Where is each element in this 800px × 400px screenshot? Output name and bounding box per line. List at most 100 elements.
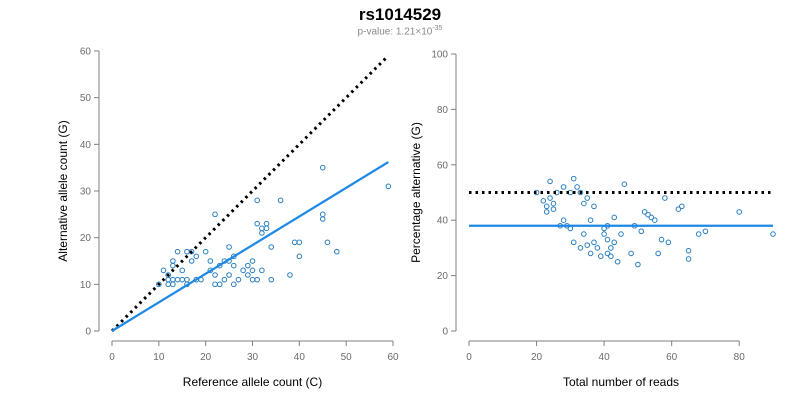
data-point bbox=[226, 244, 232, 250]
data-point bbox=[174, 248, 181, 255]
x-axis-label: Total number of reads bbox=[563, 375, 679, 389]
data-point bbox=[277, 197, 284, 204]
data-point bbox=[550, 206, 557, 212]
data-point bbox=[268, 244, 275, 250]
data-point bbox=[641, 209, 648, 215]
y-tick-label: 40 bbox=[437, 216, 449, 227]
data-point bbox=[662, 195, 668, 201]
data-point bbox=[560, 217, 567, 223]
data-point bbox=[543, 209, 550, 215]
data-point bbox=[587, 250, 594, 257]
data-point bbox=[658, 236, 665, 243]
data-point bbox=[385, 183, 392, 190]
data-point bbox=[581, 231, 587, 237]
data-point bbox=[259, 267, 265, 274]
x-tick-label: 0 bbox=[466, 352, 472, 363]
data-point bbox=[254, 197, 260, 204]
data-point bbox=[235, 276, 242, 283]
data-point bbox=[249, 267, 256, 274]
data-point bbox=[174, 276, 181, 283]
data-point bbox=[165, 272, 171, 278]
data-point bbox=[249, 258, 256, 264]
plot-panel-1: 0 10 20 30 40 50 60 0 10 20 30 40 50 60 Reference alle… bbox=[56, 47, 399, 390]
data-point bbox=[156, 281, 162, 288]
data-point bbox=[648, 214, 655, 221]
x-tick-label: 0 bbox=[109, 352, 115, 363]
data-point bbox=[259, 225, 265, 232]
data-point bbox=[202, 248, 209, 255]
data-point bbox=[216, 281, 223, 288]
data-point bbox=[193, 253, 200, 260]
data-point bbox=[184, 276, 190, 283]
x-tick-label: 50 bbox=[341, 352, 353, 363]
data-point bbox=[581, 200, 587, 207]
data-point bbox=[587, 217, 594, 223]
data-point bbox=[184, 248, 190, 255]
data-point bbox=[170, 262, 176, 269]
data-point bbox=[179, 276, 186, 283]
y-tick-label: 40 bbox=[80, 140, 92, 151]
data-point bbox=[591, 239, 597, 246]
data-point bbox=[230, 262, 237, 269]
y-tick-label: 80 bbox=[437, 105, 449, 116]
data-point bbox=[296, 253, 303, 260]
data-point bbox=[188, 248, 195, 255]
data-point bbox=[245, 272, 251, 278]
data-point bbox=[179, 267, 186, 274]
data-point bbox=[597, 253, 604, 260]
x-tick-label: 10 bbox=[153, 352, 165, 363]
x-tick-label: 20 bbox=[200, 352, 212, 363]
data-point bbox=[254, 220, 260, 227]
data-point bbox=[226, 272, 232, 278]
data-point bbox=[577, 189, 584, 196]
y-tick-label: 60 bbox=[437, 160, 449, 171]
data-point bbox=[594, 245, 601, 251]
data-point bbox=[635, 261, 641, 268]
data-point bbox=[334, 248, 340, 255]
data-point bbox=[570, 239, 577, 246]
data-point bbox=[574, 184, 580, 190]
data-point bbox=[638, 228, 645, 235]
data-point bbox=[230, 281, 237, 288]
data-point bbox=[665, 239, 672, 246]
x-tick-label: 80 bbox=[734, 352, 746, 363]
y-tick-label: 20 bbox=[80, 233, 92, 244]
y-tick-label: 20 bbox=[437, 271, 449, 282]
data-point bbox=[291, 239, 298, 246]
data-point bbox=[702, 228, 709, 235]
data-point bbox=[695, 231, 702, 237]
data-point bbox=[601, 231, 607, 237]
fit-line bbox=[111, 161, 389, 332]
data-point bbox=[621, 181, 628, 187]
data-point bbox=[170, 258, 176, 264]
data-point bbox=[611, 214, 618, 221]
data-point bbox=[319, 164, 326, 171]
y-tick-label: 50 bbox=[80, 93, 92, 104]
y-tick-label: 0 bbox=[442, 327, 448, 338]
data-point bbox=[254, 276, 260, 283]
x-tick-label: 20 bbox=[531, 352, 543, 363]
data-point bbox=[170, 276, 176, 283]
y-tick-label: 30 bbox=[80, 187, 92, 198]
plot-panel-2: 0 20 40 60 80 0 20 40 60 80 100 Total number of rea… bbox=[409, 50, 776, 389]
data-point bbox=[570, 175, 577, 182]
data-point bbox=[165, 281, 171, 288]
data-point bbox=[736, 209, 743, 215]
y-tick-label: 100 bbox=[431, 50, 448, 61]
data-point bbox=[324, 239, 331, 246]
x-tick-label: 60 bbox=[387, 352, 399, 363]
data-point bbox=[160, 267, 167, 274]
data-point bbox=[608, 253, 614, 260]
x-tick-label: 60 bbox=[666, 352, 678, 363]
x-axis-label: Reference allele count (C) bbox=[183, 375, 322, 389]
data-point bbox=[245, 262, 251, 269]
data-point bbox=[604, 236, 611, 243]
data-point bbox=[675, 206, 682, 212]
data-point bbox=[263, 220, 270, 227]
data-point bbox=[212, 281, 218, 288]
data-point bbox=[614, 258, 621, 265]
data-point bbox=[655, 250, 661, 257]
data-point bbox=[584, 242, 591, 248]
data-point bbox=[567, 225, 574, 232]
chart-subtitle: p-value: 1.21×10-35 bbox=[0, 25, 800, 37]
